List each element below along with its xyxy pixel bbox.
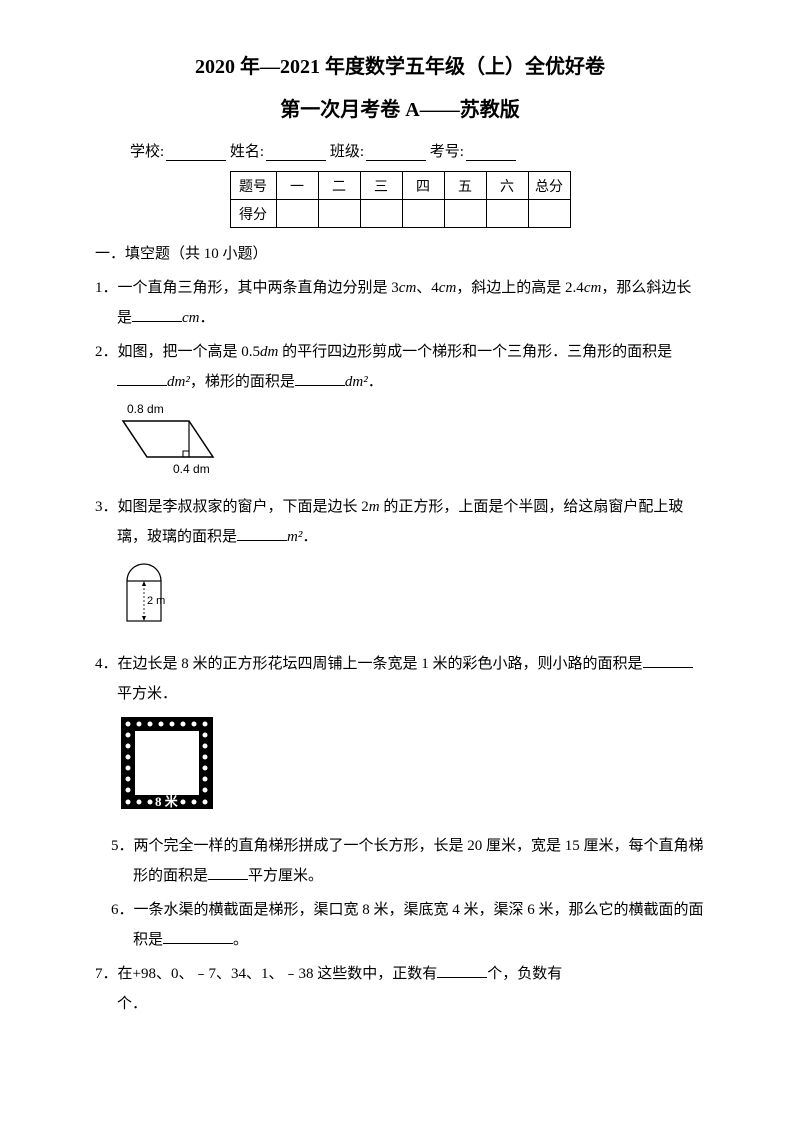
question-5: 5．两个完全一样的直角梯形拼成了一个长方形，长是 20 厘米，宽是 15 厘米，… bbox=[95, 831, 705, 891]
table-cell[interactable] bbox=[318, 200, 360, 228]
table-row: 题号 一 二 三 四 五 六 总分 bbox=[230, 172, 570, 200]
question-6: 6．一条水渠的横截面是梯形，渠口宽 8 米，渠底宽 4 米，渠深 6 米，那么它… bbox=[95, 895, 705, 955]
q-num: 1． bbox=[95, 280, 118, 296]
table-cell: 四 bbox=[402, 172, 444, 200]
answer-blank[interactable] bbox=[163, 930, 233, 944]
figure-q2: 0.8 dm 0.4 dm bbox=[117, 401, 705, 484]
fig-label: 2 m bbox=[147, 595, 165, 607]
fig-label: 8 米 bbox=[155, 794, 179, 809]
question-3: 3．如图是李叔叔家的窗户，下面是边长 2m 的正方形，上面是个半圆，给这扇窗户配… bbox=[95, 492, 705, 552]
id-blank[interactable] bbox=[466, 145, 516, 161]
figure-q4: 8 米 bbox=[117, 713, 705, 823]
answer-blank[interactable] bbox=[237, 527, 287, 541]
q-num: 4． bbox=[95, 656, 118, 672]
table-cell: 五 bbox=[444, 172, 486, 200]
table-cell: 二 bbox=[318, 172, 360, 200]
table-cell: 一 bbox=[276, 172, 318, 200]
score-table: 题号 一 二 三 四 五 六 总分 得分 bbox=[230, 171, 571, 228]
fig-label: 0.4 dm bbox=[173, 462, 210, 476]
student-info-line: 学校: 姓名: 班级: 考号: bbox=[95, 140, 705, 161]
question-4: 4．在边长是 8 米的正方形花坛四周铺上一条宽是 1 米的彩色小路，则小路的面积… bbox=[95, 649, 705, 709]
q-num: 3． bbox=[95, 499, 118, 515]
q-num: 6． bbox=[111, 902, 134, 918]
section-header: 一．填空题（共 10 小题） bbox=[95, 242, 705, 263]
name-blank[interactable] bbox=[266, 145, 326, 161]
table-cell: 六 bbox=[486, 172, 528, 200]
school-label: 学校: bbox=[130, 144, 164, 160]
main-title-line1: 2020 年—2021 年度数学五年级（上）全优好卷 bbox=[95, 50, 705, 79]
answer-blank[interactable] bbox=[643, 654, 693, 668]
fig-label: 0.8 dm bbox=[127, 402, 164, 416]
class-label: 班级: bbox=[330, 144, 364, 160]
class-blank[interactable] bbox=[366, 145, 426, 161]
table-cell[interactable] bbox=[276, 200, 318, 228]
question-7: 7．在+98、0、﹣7、34、1、﹣38 这些数中，正数有个，负数有个． bbox=[95, 959, 705, 1019]
answer-blank[interactable] bbox=[437, 964, 487, 978]
school-blank[interactable] bbox=[166, 145, 226, 161]
table-cell[interactable] bbox=[486, 200, 528, 228]
q-num: 7． bbox=[95, 966, 118, 982]
table-cell: 三 bbox=[360, 172, 402, 200]
id-label: 考号: bbox=[430, 144, 464, 160]
figure-q3: 2 m bbox=[117, 556, 705, 641]
answer-blank[interactable] bbox=[208, 866, 248, 880]
table-cell[interactable] bbox=[528, 200, 570, 228]
answer-blank[interactable] bbox=[117, 372, 167, 386]
table-cell: 得分 bbox=[230, 200, 276, 228]
name-label: 姓名: bbox=[230, 144, 264, 160]
q-num: 2． bbox=[95, 344, 118, 360]
question-1: 1．一个直角三角形，其中两条直角边分别是 3cm、4cm，斜边上的高是 2.4c… bbox=[95, 273, 705, 333]
question-2: 2．如图，把一个高是 0.5dm 的平行四边形剪成一个梯形和一个三角形．三角形的… bbox=[95, 337, 705, 397]
table-cell[interactable] bbox=[444, 200, 486, 228]
answer-blank[interactable] bbox=[295, 372, 345, 386]
table-cell[interactable] bbox=[360, 200, 402, 228]
table-cell: 总分 bbox=[528, 172, 570, 200]
table-row: 得分 bbox=[230, 200, 570, 228]
table-cell: 题号 bbox=[230, 172, 276, 200]
q-num: 5． bbox=[111, 838, 134, 854]
table-cell[interactable] bbox=[402, 200, 444, 228]
main-title-line2: 第一次月考卷 A——苏教版 bbox=[95, 93, 705, 122]
answer-blank[interactable] bbox=[132, 308, 182, 322]
